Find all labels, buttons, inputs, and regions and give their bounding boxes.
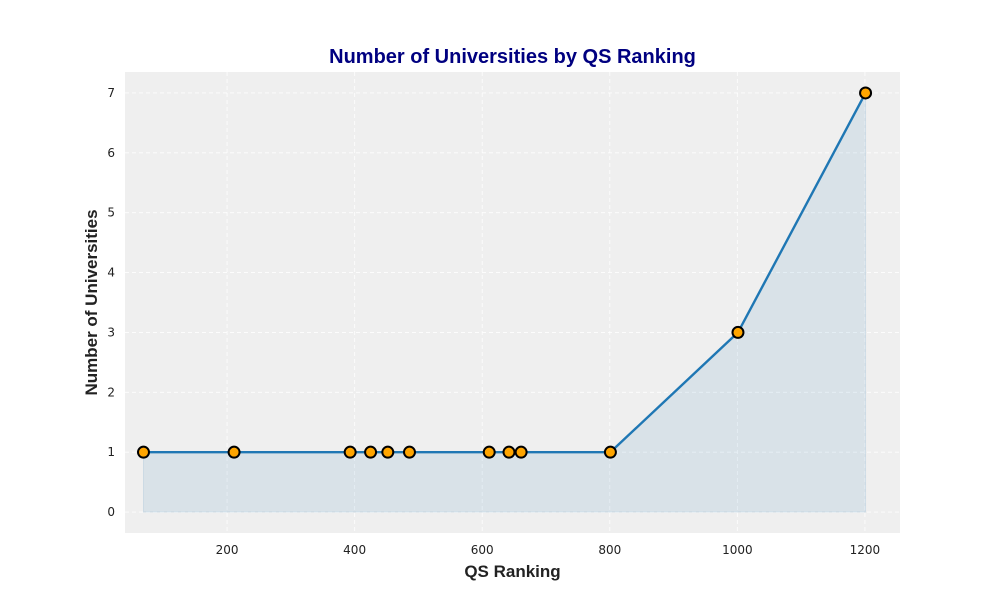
x-tick-label: 400: [343, 543, 366, 557]
data-point-marker: [136, 445, 150, 459]
y-tick-label: 5: [107, 206, 115, 220]
data-point-marker: [514, 445, 528, 459]
data-point-marker: [402, 445, 416, 459]
data-point-marker: [381, 445, 395, 459]
y-tick-label: 6: [107, 146, 115, 160]
data-point-marker: [603, 445, 617, 459]
series-line: [143, 92, 867, 454]
data-point-marker: [731, 325, 745, 339]
chart-title: Number of Universities by QS Ranking: [329, 46, 696, 68]
y-tick-label: 3: [107, 325, 115, 339]
data-point-marker: [364, 445, 378, 459]
x-tick-label: 200: [216, 543, 239, 557]
y-tick-label: 7: [107, 86, 115, 100]
y-axis-ticks: 0 1 2 3 4 5 6 7: [107, 86, 115, 519]
x-tick-label: 800: [598, 543, 621, 557]
y-axis-label: Number of Universities: [82, 209, 101, 395]
markers: [136, 86, 873, 459]
data-point-marker: [227, 445, 241, 459]
data-point-marker: [502, 445, 516, 459]
y-tick-label: 0: [107, 505, 115, 519]
x-tick-label: 1000: [722, 543, 753, 557]
data-point-marker: [859, 86, 873, 100]
data-point-marker: [482, 445, 496, 459]
x-axis-ticks: 200 400 600 800 1000 1200: [216, 543, 881, 557]
y-tick-label: 4: [107, 266, 115, 280]
x-tick-label: 600: [471, 543, 494, 557]
x-tick-label: 1200: [850, 543, 881, 557]
y-tick-label: 2: [107, 385, 115, 399]
data-point-marker: [343, 445, 357, 459]
x-axis-label: QS Ranking: [464, 562, 560, 581]
y-tick-label: 1: [107, 445, 115, 459]
